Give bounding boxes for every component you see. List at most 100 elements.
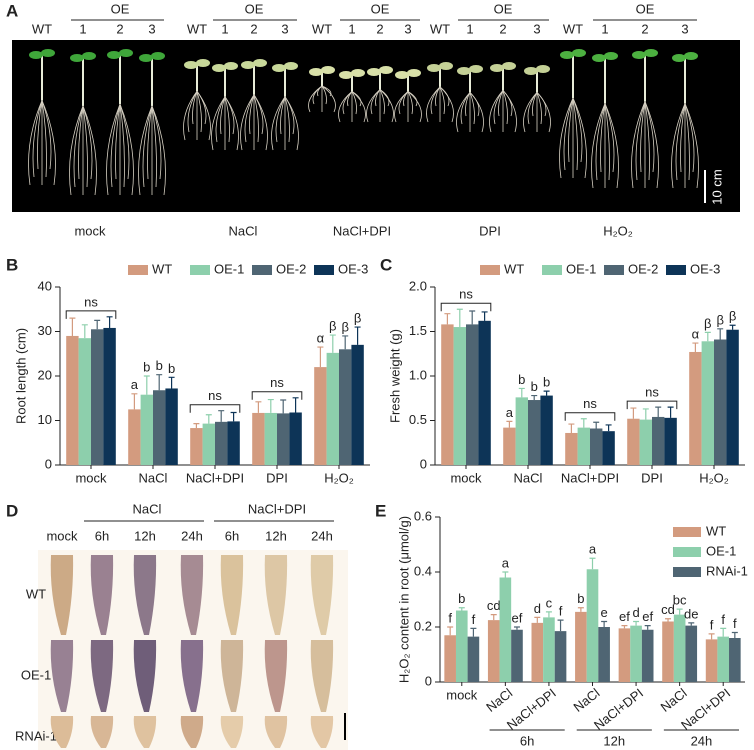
root-image [180, 716, 204, 748]
significance-letter: ef [512, 610, 523, 625]
error-bar [665, 618, 672, 622]
legend-label: OE-2 [628, 261, 658, 276]
seedling-root [82, 105, 93, 180]
x-tick-label: NaCl+DPI [186, 470, 244, 485]
y-tick-label: 0 [425, 673, 432, 688]
seedling-root [469, 92, 484, 133]
seedling-root [680, 103, 686, 173]
ns-bracket [251, 391, 303, 400]
seedling-root [147, 105, 153, 180]
seedling-leaf [253, 59, 267, 67]
bar [639, 419, 652, 465]
significance-letter: d [632, 605, 639, 620]
seedling-root [532, 92, 538, 117]
error-bar [106, 316, 113, 328]
seedling-root [502, 90, 508, 125]
seedling-root [317, 85, 323, 97]
root-image [133, 716, 157, 748]
seedling-root [675, 103, 686, 181]
bar [531, 622, 544, 682]
seedling-root [439, 86, 454, 123]
significance-letter: b [168, 361, 175, 376]
y-tick-label: 20 [38, 367, 52, 382]
seedling-root [536, 92, 542, 125]
ns-bracket [564, 412, 616, 421]
significance-letter: f [710, 617, 714, 632]
y-axis-label: Fresh weight (g) [387, 329, 402, 423]
legend-swatch [673, 547, 701, 557]
column-label: mock [46, 528, 78, 543]
bar [511, 629, 523, 682]
bar [453, 327, 466, 465]
bar [641, 629, 654, 682]
seedling-leaf [184, 61, 198, 69]
seedling-leaf [439, 62, 453, 70]
bar [662, 621, 674, 682]
seedling-leaf [212, 64, 226, 72]
seedling-root [78, 105, 84, 180]
bar [714, 339, 727, 465]
bar [165, 388, 178, 465]
seedling-leaf [644, 49, 658, 57]
seedling-root [271, 96, 286, 151]
bar [630, 625, 642, 682]
root-image [180, 555, 204, 635]
seedling-root [249, 94, 255, 135]
seedling-root [559, 97, 574, 179]
treatment-label: H₂O₂ [603, 223, 633, 238]
x-tick-label: DPI [641, 470, 663, 485]
seedling-root [115, 103, 121, 180]
seedling-root [192, 91, 198, 125]
bar [528, 400, 541, 465]
bar [729, 638, 741, 682]
legend-swatch [673, 527, 701, 537]
bar [598, 627, 610, 682]
seedling-root [600, 103, 606, 173]
seedling-root [435, 86, 441, 107]
root-image [220, 555, 244, 635]
bar [66, 335, 79, 465]
root-image [220, 716, 244, 748]
bar [455, 610, 468, 682]
bar [602, 431, 615, 465]
line-label: 2 [499, 21, 506, 36]
bar [441, 324, 454, 465]
line-label: 2 [116, 21, 123, 36]
significance-letter: b [518, 372, 525, 387]
line-label: 1 [221, 21, 228, 36]
x-tick-label: NaCl [139, 470, 168, 485]
legend-label: OE-1 [566, 261, 596, 276]
error-bar [593, 421, 600, 429]
error-bar [518, 387, 525, 398]
x-tick-label: mock [446, 687, 478, 702]
seedling-root [69, 105, 84, 196]
seedling-root [379, 89, 385, 115]
error-bar [717, 328, 724, 340]
error-bar [708, 633, 715, 640]
row-label: OE-1 [21, 667, 51, 682]
y-axis-label: H₂O₂ content in root (μmol/g) [396, 516, 411, 683]
bar [78, 338, 91, 465]
root-image [90, 716, 114, 748]
line-label: 2 [376, 21, 383, 36]
row-label: RNAi-1 [15, 728, 57, 743]
root-image [133, 555, 157, 635]
seedling-root [351, 91, 357, 115]
error-bar [601, 620, 608, 627]
y-tick-label: 1.0 [409, 367, 427, 382]
seedling-root [138, 105, 153, 196]
root-image [264, 555, 288, 635]
panel-label: E [375, 501, 386, 520]
root-image [90, 640, 114, 712]
seedling-root [32, 100, 43, 178]
seedling-root [604, 103, 610, 181]
seedling-root [527, 92, 538, 125]
treatment-label: mock [74, 223, 106, 238]
seedling-leaf [490, 64, 504, 72]
seedling-root [572, 97, 583, 163]
x-tick-label: NaCl+DPI [504, 685, 559, 733]
bar [326, 352, 339, 465]
error-bar [621, 625, 628, 629]
seedling-root [572, 97, 578, 171]
